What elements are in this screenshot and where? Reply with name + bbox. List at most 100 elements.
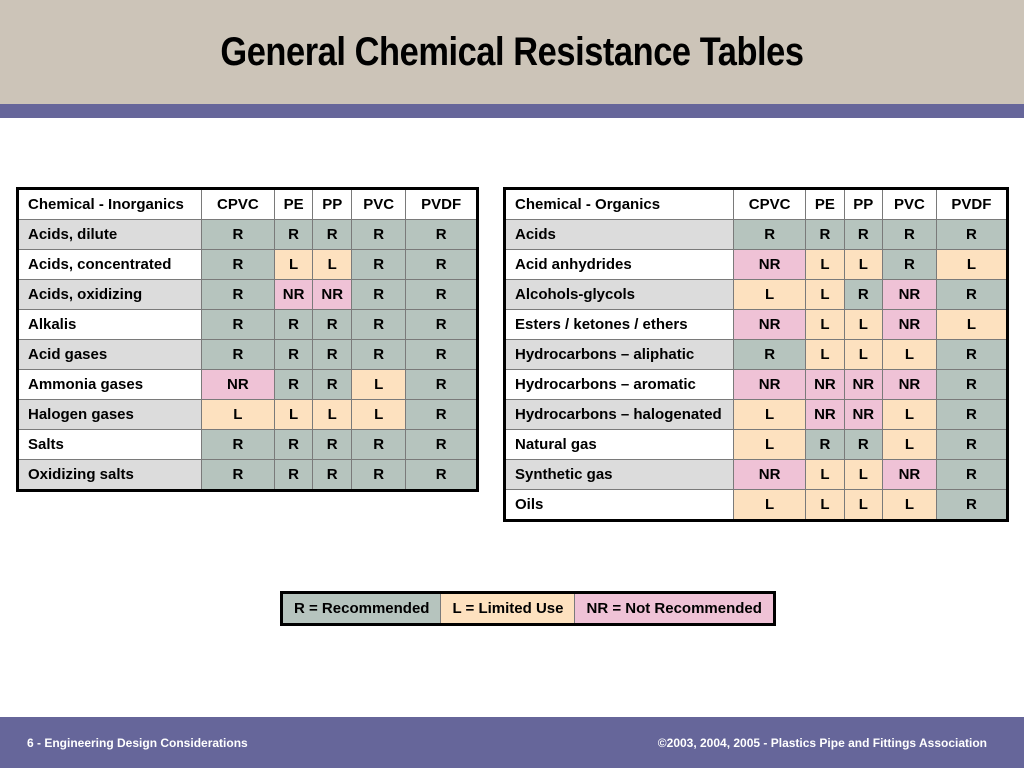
rating-cell: R — [201, 339, 275, 370]
rating-cell: R — [273, 369, 314, 400]
rating-cell: R — [351, 249, 407, 280]
rating-cell: R — [312, 219, 353, 250]
table-row: Acid gases R R R R R — [17, 339, 478, 370]
table-row: Oils L L L L R — [504, 489, 1009, 521]
chemical-name: Oils — [504, 489, 734, 521]
rating-cell: R — [351, 339, 407, 370]
rating-cell: L — [935, 249, 1009, 280]
table-row: Acids, dilute R R R R R — [17, 219, 478, 250]
column-header-cpvc: CPVC — [201, 188, 275, 220]
rating-cell: R — [312, 309, 353, 340]
table-row: Acid anhydrides NR L L R L — [504, 249, 1009, 280]
rating-cell: R — [201, 459, 275, 491]
inorganics-table: Chemical - Inorganics CPVC PE PP PVC PVDF Acid… — [16, 187, 479, 492]
table-header-row: Chemical - Organics CPVC PE PP PVC PVDF — [504, 188, 1009, 220]
chemical-name: Oxidizing salts — [17, 459, 202, 491]
rating-cell: R — [843, 429, 883, 460]
chemical-name: Salts — [17, 429, 202, 460]
organics-table: Chemical - Organics CPVC PE PP PVC PVDF Acids R… — [503, 187, 1009, 522]
rating-cell: R — [312, 429, 353, 460]
chemical-name: Halogen gases — [17, 399, 202, 430]
rating-cell: R — [405, 369, 478, 400]
table-row: Synthetic gas NR L L NR R — [504, 459, 1009, 490]
rating-cell: L — [805, 489, 845, 521]
rating-cell: L — [732, 429, 807, 460]
rating-cell: NR — [273, 279, 314, 310]
table-row: Acids R R R R R — [504, 219, 1009, 250]
rating-cell: R — [351, 309, 407, 340]
rating-cell: NR — [732, 369, 807, 400]
rating-cell: L — [935, 309, 1009, 340]
rating-cell: L — [312, 249, 353, 280]
rating-cell: L — [881, 339, 937, 370]
rating-cell: R — [201, 309, 275, 340]
table-row: Natural gas L R R L R — [504, 429, 1009, 460]
rating-cell: R — [405, 219, 478, 250]
rating-cell: R — [935, 369, 1009, 400]
rating-cell: NR — [881, 369, 937, 400]
legend-recommended: R = Recommended — [283, 594, 442, 623]
rating-cell: NR — [843, 369, 883, 400]
table-row: Esters / ketones / ethers NR L L NR L — [504, 309, 1009, 340]
chemical-name: Hydrocarbons – aromatic — [504, 369, 734, 400]
rating-cell: NR — [732, 249, 807, 280]
rating-cell: L — [273, 249, 314, 280]
rating-cell: NR — [881, 309, 937, 340]
rating-cell: R — [351, 429, 407, 460]
table-row: Alcohols-glycols L L R NR R — [504, 279, 1009, 310]
rating-cell: NR — [732, 459, 807, 490]
rating-cell: L — [805, 279, 845, 310]
rating-cell: R — [273, 339, 314, 370]
column-header-chemical: Chemical - Organics — [504, 188, 734, 220]
rating-cell: L — [273, 399, 314, 430]
rating-cell: L — [881, 399, 937, 430]
rating-cell: R — [935, 279, 1009, 310]
title-banner — [0, 0, 1024, 104]
page-title: General Chemical Resistance Tables — [220, 30, 804, 74]
chemical-name: Hydrocarbons – halogenated — [504, 399, 734, 430]
table-row: Acids, concentrated R L L R R — [17, 249, 478, 280]
chemical-name: Alcohols-glycols — [504, 279, 734, 310]
accent-stripe — [0, 104, 1024, 118]
rating-cell: R — [405, 429, 478, 460]
rating-cell: L — [881, 489, 937, 521]
rating-cell: R — [405, 459, 478, 491]
chemical-name: Esters / ketones / ethers — [504, 309, 734, 340]
legend-limited-use: L = Limited Use — [441, 594, 576, 623]
rating-cell: R — [351, 279, 407, 310]
legend-not-recommended: NR = Not Recommended — [575, 594, 773, 623]
rating-cell: L — [805, 459, 845, 490]
rating-cell: R — [405, 249, 478, 280]
column-header-pvc: PVC — [351, 188, 407, 220]
rating-cell: R — [935, 489, 1009, 521]
rating-cell: R — [312, 459, 353, 491]
chemical-name: Natural gas — [504, 429, 734, 460]
chemical-name: Ammonia gases — [17, 369, 202, 400]
rating-cell: L — [732, 489, 807, 521]
rating-cell: R — [312, 339, 353, 370]
rating-cell: L — [732, 399, 807, 430]
rating-cell: R — [405, 399, 478, 430]
rating-cell: R — [312, 369, 353, 400]
chemical-name: Acids, oxidizing — [17, 279, 202, 310]
rating-cell: R — [351, 459, 407, 491]
footer-bar: 6 - Engineering Design Considerations ©2… — [0, 717, 1024, 768]
chemical-name: Hydrocarbons – aliphatic — [504, 339, 734, 370]
rating-cell: R — [732, 339, 807, 370]
rating-cell: L — [843, 339, 883, 370]
chemical-name: Acids — [504, 219, 734, 250]
rating-cell: L — [881, 429, 937, 460]
rating-cell: R — [201, 279, 275, 310]
table-header-row: Chemical - Inorganics CPVC PE PP PVC PVDF — [17, 188, 478, 220]
table-row: Alkalis R R R R R — [17, 309, 478, 340]
rating-cell: R — [805, 219, 845, 250]
table-row: Halogen gases L L L L R — [17, 399, 478, 430]
rating-cell: NR — [881, 279, 937, 310]
column-header-pe: PE — [805, 188, 845, 220]
chemical-name: Acids, dilute — [17, 219, 202, 250]
rating-cell: NR — [805, 399, 845, 430]
rating-cell: R — [201, 429, 275, 460]
column-header-chemical: Chemical - Inorganics — [17, 188, 202, 220]
rating-cell: R — [273, 219, 314, 250]
rating-cell: R — [935, 339, 1009, 370]
